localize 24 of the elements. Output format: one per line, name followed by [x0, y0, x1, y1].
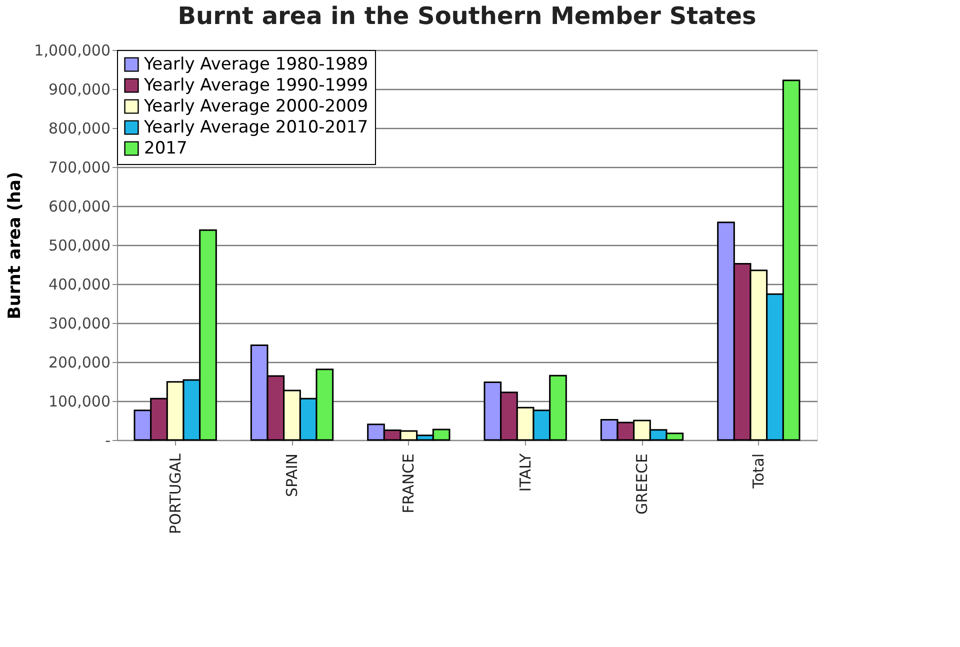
y-tick-label: 700,000: [48, 158, 110, 176]
x-tick-label: Total: [750, 454, 768, 490]
y-tick-label: 900,000: [48, 80, 110, 98]
legend-label: Yearly Average 1980-1989: [143, 54, 368, 74]
x-tick-label: ITALY: [516, 452, 534, 492]
y-tick-label: 400,000: [48, 276, 110, 294]
y-tick-label: -: [105, 432, 110, 450]
y-tick-label: 200,000: [48, 354, 110, 372]
y-tick-label: 500,000: [48, 236, 110, 254]
legend-label: 2017: [144, 138, 188, 158]
y-tick-label: 800,000: [48, 120, 110, 138]
x-tick-label: PORTUGAL: [166, 452, 184, 534]
y-tick-label: 100,000: [48, 392, 110, 410]
legend-label: Yearly Average 2000-2009: [143, 96, 368, 116]
x-tick-label: FRANCE: [400, 454, 418, 514]
legend-label: Yearly Average 2010-2017: [143, 118, 368, 138]
y-tick-label: 300,000: [48, 314, 110, 332]
x-tick-label: GREECE: [633, 454, 651, 514]
chart-title: Burnt area in the Southern Member States: [178, 2, 756, 30]
y-tick-label: 600,000: [48, 198, 110, 216]
legend-label: Yearly Average 1990-1999: [143, 76, 368, 96]
x-tick-label: SPAIN: [283, 454, 301, 498]
y-axis-title: Burnt area (ha): [5, 172, 26, 320]
y-tick-label: 1,000,000: [34, 42, 110, 60]
